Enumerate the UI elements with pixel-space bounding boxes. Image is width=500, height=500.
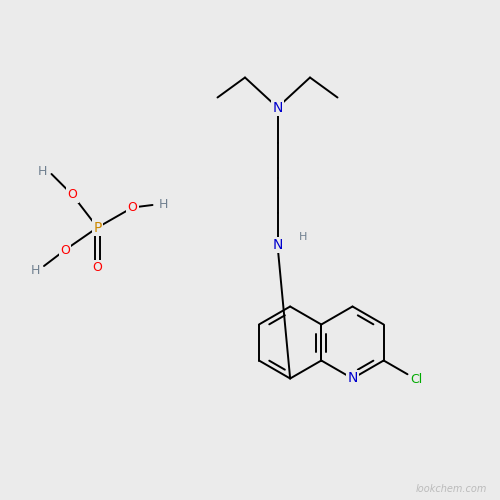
Text: O: O xyxy=(92,261,102,274)
Text: N: N xyxy=(272,100,282,114)
Text: O: O xyxy=(128,201,138,214)
Text: O: O xyxy=(60,244,70,256)
Text: O: O xyxy=(68,188,78,202)
Text: H: H xyxy=(30,264,40,278)
Text: H: H xyxy=(159,198,168,211)
Text: H: H xyxy=(300,232,308,242)
Text: H: H xyxy=(38,165,47,178)
Text: P: P xyxy=(94,220,102,234)
Text: N: N xyxy=(272,238,282,252)
Text: lookchem.com: lookchem.com xyxy=(416,484,488,494)
Text: Cl: Cl xyxy=(410,373,422,386)
Text: N: N xyxy=(348,372,358,386)
